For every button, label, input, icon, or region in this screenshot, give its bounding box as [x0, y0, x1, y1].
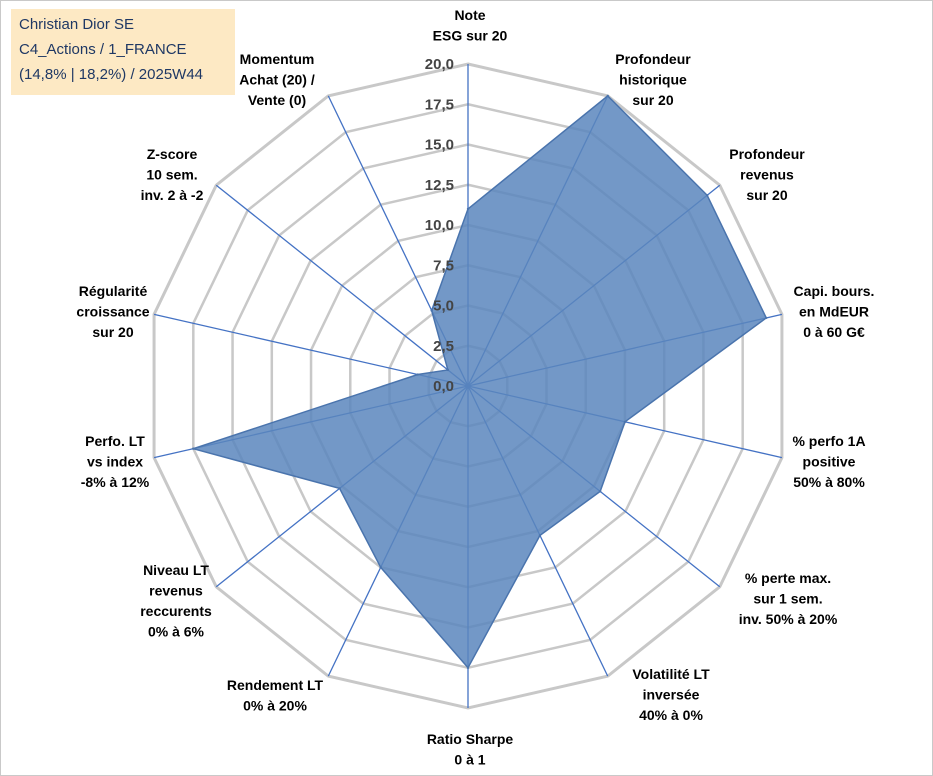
axis-label: 0% à 6%: [148, 624, 205, 640]
axis-label: sur 20: [92, 324, 133, 340]
axis-label: sur 1 sem.: [753, 591, 822, 607]
series-point: [623, 420, 627, 424]
series-point: [538, 534, 542, 537]
series-point: [192, 447, 195, 450]
axis-label: Momentum: [240, 51, 315, 67]
axis-label: Capi. bours.: [794, 283, 875, 299]
axis-label: Vente (0): [248, 92, 306, 108]
tick-label: 17,5: [425, 96, 454, 113]
axis-label: Régularité: [79, 283, 148, 299]
series-point: [705, 194, 709, 197]
axis-label: 50% à 80%: [793, 474, 865, 490]
axis-label: 0 à 1: [454, 752, 485, 768]
info-company-name: Christian Dior SE: [19, 16, 135, 33]
tick-label: 12,5: [425, 177, 454, 194]
axis-label: Rendement LT: [227, 677, 324, 693]
axis-label: revenus: [149, 583, 203, 599]
series-point: [466, 207, 470, 211]
axis-label: Perfo. LT: [85, 433, 145, 449]
series-point: [598, 490, 602, 493]
radar-tick-labels: 0,0 2,5 5,0 7,5 10,0 12,5 15,0 17,5 20,0: [425, 56, 454, 395]
tick-label: 0,0: [433, 378, 454, 395]
axis-label: Profondeur: [729, 146, 805, 162]
axis-label: inv. 2 à -2: [141, 187, 204, 203]
axis-label: inv. 50% à 20%: [739, 611, 838, 627]
series-point: [606, 94, 609, 98]
series-point: [430, 309, 433, 312]
axis-label: ESG sur 20: [433, 28, 508, 44]
axis-label: 10 sem.: [146, 167, 197, 183]
series-point: [416, 373, 419, 376]
axis-label: historique: [619, 72, 687, 88]
axis-label: Ratio Sharpe: [427, 731, 514, 747]
axis-label: Note: [454, 7, 485, 23]
tick-label: 10,0: [425, 217, 454, 234]
tick-label: 2,5: [433, 338, 454, 355]
axis-label: Achat (20) /: [239, 72, 315, 88]
tick-label: 5,0: [433, 298, 454, 315]
axis-label: sur 20: [632, 92, 673, 108]
tick-label: 7,5: [433, 257, 454, 274]
axis-label: Z-score: [147, 146, 198, 162]
axis-label: Profondeur: [615, 51, 691, 67]
series-point: [379, 566, 382, 569]
axis-label: en MdEUR: [799, 304, 869, 320]
axis-label: 40% à 0%: [639, 707, 703, 723]
tick-label: 15,0: [425, 137, 454, 154]
info-period: (14,8% | 18,2%) / 2025W44: [19, 66, 203, 83]
series-point: [338, 487, 341, 490]
series-point: [466, 666, 470, 669]
info-category: C4_Actions / 1_FRANCE: [19, 41, 187, 58]
axis-label: % perte max.: [745, 570, 831, 586]
axis-label: 0% à 20%: [243, 698, 307, 714]
series-area: [190, 94, 768, 670]
axis-label: revenus: [740, 167, 794, 183]
axis-spoke: [215, 184, 469, 387]
axis-label: vs index: [87, 454, 143, 470]
series-point: [446, 368, 450, 372]
tick-label: 20,0: [425, 56, 454, 73]
info-box: Christian Dior SE C4_Actions / 1_FRANCE …: [11, 9, 235, 95]
axis-label: Volatilité LT: [632, 666, 710, 682]
radar-axis-labels: Note ESG sur 20 Profondeur historique sur 20…: [76, 7, 874, 768]
axis-label: inversée: [643, 687, 700, 703]
radar-series: [190, 94, 768, 670]
axis-label: -8% à 12%: [81, 474, 150, 490]
series-point: [765, 316, 768, 320]
axis-label: 0 à 60 G€: [803, 324, 865, 340]
axis-spoke: [153, 313, 469, 387]
axis-label: sur 20: [746, 187, 787, 203]
axis-label: % perfo 1A: [792, 433, 865, 449]
axis-label: croissance: [76, 304, 149, 320]
axis-label: Niveau LT: [143, 562, 209, 578]
axis-label: reccurents: [140, 603, 212, 619]
axis-label: positive: [803, 454, 856, 470]
